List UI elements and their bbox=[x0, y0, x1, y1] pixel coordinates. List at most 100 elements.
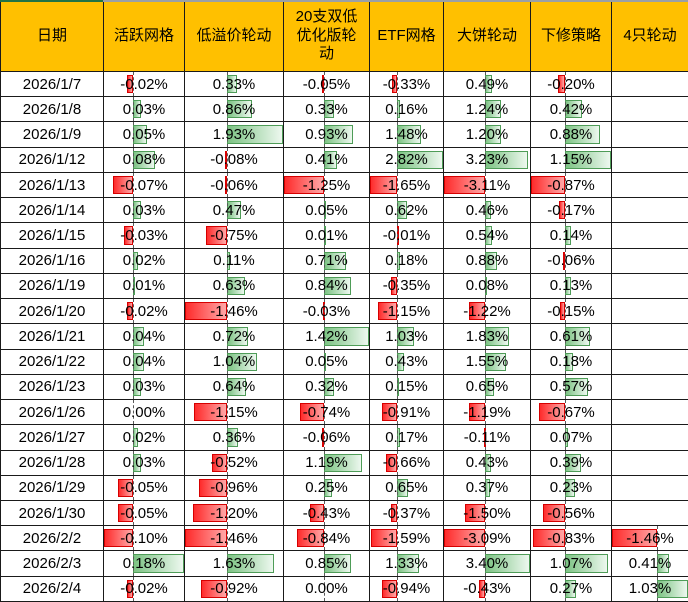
value-cell[interactable]: 0.61% bbox=[530, 323, 612, 350]
value-cell[interactable]: -0.96% bbox=[184, 474, 284, 501]
value-cell[interactable]: 0.05% bbox=[283, 197, 370, 224]
value-cell[interactable]: 0.18% bbox=[369, 247, 444, 274]
value-cell[interactable]: -0.74% bbox=[283, 399, 370, 426]
value-cell[interactable] bbox=[611, 70, 688, 98]
value-cell[interactable]: -1.20% bbox=[184, 499, 284, 527]
date-cell[interactable]: 2026/2/3 bbox=[0, 550, 104, 577]
value-cell[interactable]: -0.06% bbox=[184, 171, 284, 199]
value-cell[interactable]: 0.49% bbox=[443, 70, 531, 98]
value-cell[interactable]: 1.03% bbox=[369, 323, 444, 350]
value-cell[interactable]: -0.52% bbox=[184, 449, 284, 476]
value-cell[interactable] bbox=[611, 449, 688, 476]
value-cell[interactable]: -0.08% bbox=[184, 146, 284, 173]
value-cell[interactable]: 1.24% bbox=[443, 96, 531, 123]
value-cell[interactable]: -0.43% bbox=[283, 499, 370, 527]
date-cell[interactable]: 2026/1/23 bbox=[0, 373, 104, 401]
date-cell[interactable]: 2026/1/13 bbox=[0, 171, 104, 199]
value-cell[interactable] bbox=[611, 146, 688, 173]
value-cell[interactable]: 0.14% bbox=[530, 222, 612, 249]
value-cell[interactable]: 1.15% bbox=[530, 146, 612, 173]
date-cell[interactable]: 2026/1/21 bbox=[0, 323, 104, 350]
value-cell[interactable]: -0.20% bbox=[530, 70, 612, 98]
value-cell[interactable]: -0.15% bbox=[530, 298, 612, 325]
value-cell[interactable]: 0.41% bbox=[283, 146, 370, 173]
date-cell[interactable]: 2026/1/8 bbox=[0, 96, 104, 123]
value-cell[interactable]: 0.63% bbox=[184, 272, 284, 300]
value-cell[interactable]: -0.35% bbox=[369, 272, 444, 300]
value-cell[interactable]: 0.84% bbox=[283, 272, 370, 300]
value-cell[interactable] bbox=[611, 197, 688, 224]
date-cell[interactable]: 2026/1/28 bbox=[0, 449, 104, 476]
value-cell[interactable]: 0.36% bbox=[184, 424, 284, 451]
value-cell[interactable]: -0.11% bbox=[443, 424, 531, 451]
value-cell[interactable]: 0.08% bbox=[103, 146, 185, 173]
value-cell[interactable]: -0.05% bbox=[103, 474, 185, 501]
value-cell[interactable]: 1.03% bbox=[611, 575, 688, 602]
value-cell[interactable]: 0.00% bbox=[103, 399, 185, 426]
value-cell[interactable]: 0.64% bbox=[184, 373, 284, 401]
value-cell[interactable] bbox=[611, 399, 688, 426]
value-cell[interactable] bbox=[611, 222, 688, 249]
value-cell[interactable]: 1.20% bbox=[443, 121, 531, 148]
value-cell[interactable]: -0.94% bbox=[369, 575, 444, 602]
value-cell[interactable] bbox=[611, 499, 688, 527]
value-cell[interactable]: 0.01% bbox=[283, 222, 370, 249]
value-cell[interactable]: 0.57% bbox=[530, 373, 612, 401]
value-cell[interactable]: -1.22% bbox=[443, 298, 531, 325]
date-cell[interactable]: 2026/1/12 bbox=[0, 146, 104, 173]
value-cell[interactable]: -0.03% bbox=[283, 298, 370, 325]
value-cell[interactable]: -0.91% bbox=[369, 399, 444, 426]
value-cell[interactable]: 0.62% bbox=[369, 197, 444, 224]
value-cell[interactable]: 0.04% bbox=[103, 323, 185, 350]
value-cell[interactable]: 0.43% bbox=[443, 449, 531, 476]
value-cell[interactable]: 0.93% bbox=[283, 121, 370, 148]
value-cell[interactable] bbox=[611, 348, 688, 375]
value-cell[interactable]: -0.10% bbox=[103, 525, 185, 552]
value-cell[interactable] bbox=[611, 96, 688, 123]
value-cell[interactable]: -0.43% bbox=[443, 575, 531, 602]
value-cell[interactable]: 0.72% bbox=[184, 323, 284, 350]
column-header-1[interactable]: 活跃网格 bbox=[103, 0, 185, 72]
value-cell[interactable]: -1.15% bbox=[184, 399, 284, 426]
value-cell[interactable]: -0.84% bbox=[283, 525, 370, 552]
value-cell[interactable]: 0.47% bbox=[184, 197, 284, 224]
value-cell[interactable]: -1.15% bbox=[369, 298, 444, 325]
value-cell[interactable]: 0.03% bbox=[103, 449, 185, 476]
value-cell[interactable]: -0.05% bbox=[283, 70, 370, 98]
value-cell[interactable]: 2.82% bbox=[369, 146, 444, 173]
value-cell[interactable]: 0.25% bbox=[283, 474, 370, 501]
value-cell[interactable]: 0.04% bbox=[103, 348, 185, 375]
value-cell[interactable]: 0.16% bbox=[369, 96, 444, 123]
value-cell[interactable]: 0.01% bbox=[103, 272, 185, 300]
date-cell[interactable]: 2026/1/19 bbox=[0, 272, 104, 300]
value-cell[interactable]: 0.65% bbox=[369, 474, 444, 501]
date-cell[interactable]: 2026/1/22 bbox=[0, 348, 104, 375]
value-cell[interactable]: -1.50% bbox=[443, 499, 531, 527]
column-header-3[interactable]: 20支双低优化版轮动 bbox=[283, 0, 370, 72]
value-cell[interactable] bbox=[611, 474, 688, 501]
value-cell[interactable]: 0.39% bbox=[530, 449, 612, 476]
value-cell[interactable]: 1.63% bbox=[184, 550, 284, 577]
value-cell[interactable]: -0.02% bbox=[103, 298, 185, 325]
value-cell[interactable]: -0.66% bbox=[369, 449, 444, 476]
date-cell[interactable]: 2026/1/9 bbox=[0, 121, 104, 148]
value-cell[interactable]: 0.03% bbox=[103, 197, 185, 224]
date-cell[interactable]: 2026/1/15 bbox=[0, 222, 104, 249]
column-header-7[interactable]: 4只轮动 bbox=[611, 0, 688, 72]
value-cell[interactable]: 1.04% bbox=[184, 348, 284, 375]
value-cell[interactable]: 0.03% bbox=[103, 96, 185, 123]
value-cell[interactable]: 0.41% bbox=[611, 550, 688, 577]
value-cell[interactable]: -1.65% bbox=[369, 171, 444, 199]
date-cell[interactable]: 2026/1/20 bbox=[0, 298, 104, 325]
date-cell[interactable]: 2026/1/7 bbox=[0, 70, 104, 98]
value-cell[interactable] bbox=[611, 272, 688, 300]
value-cell[interactable]: 0.07% bbox=[530, 424, 612, 451]
column-header-5[interactable]: 大饼轮动 bbox=[443, 0, 531, 72]
value-cell[interactable]: -1.46% bbox=[184, 525, 284, 552]
value-cell[interactable]: -1.19% bbox=[443, 399, 531, 426]
value-cell[interactable]: 0.65% bbox=[443, 373, 531, 401]
value-cell[interactable]: -0.06% bbox=[283, 424, 370, 451]
column-header-0[interactable]: 日期 bbox=[0, 0, 104, 72]
value-cell[interactable]: -1.59% bbox=[369, 525, 444, 552]
value-cell[interactable]: 0.05% bbox=[103, 121, 185, 148]
